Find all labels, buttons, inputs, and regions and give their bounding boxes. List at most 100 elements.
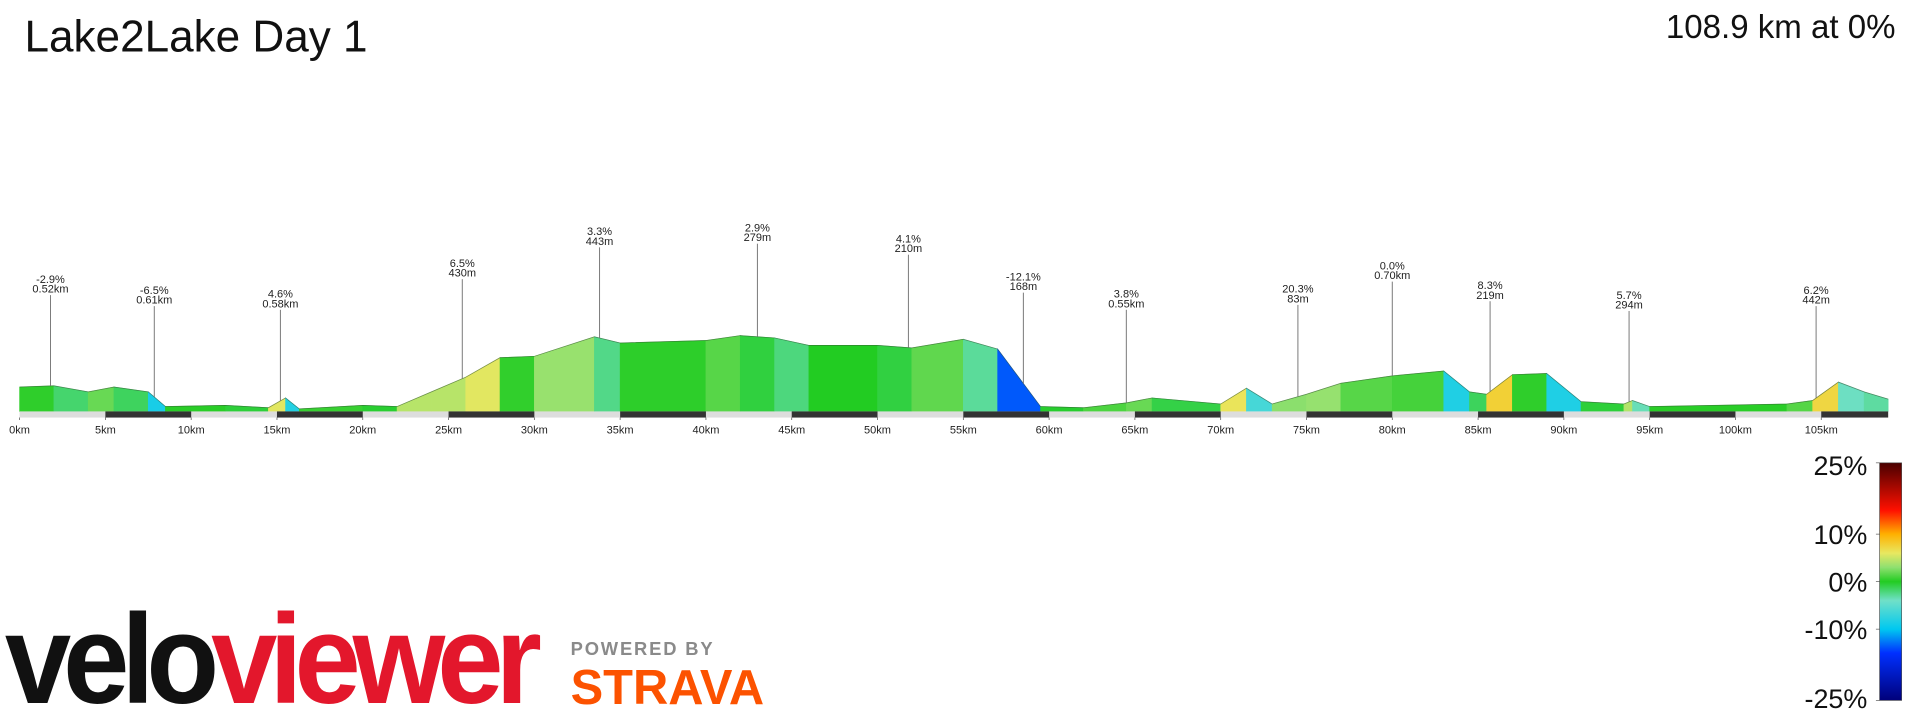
profile-segment xyxy=(465,357,501,412)
profile-segment xyxy=(1306,382,1342,412)
profile-segment xyxy=(705,335,741,412)
annotation-label: 210m xyxy=(895,243,923,255)
profile-segment xyxy=(963,338,998,412)
distance-band-block xyxy=(448,411,535,418)
distance-band-block xyxy=(1306,411,1393,418)
profile-segment xyxy=(1391,370,1445,412)
profile-segment xyxy=(1246,387,1273,412)
profile-segment xyxy=(1220,387,1247,412)
profile-segment xyxy=(808,345,878,412)
profile-segment xyxy=(53,385,89,412)
profile-segment xyxy=(1512,373,1548,412)
distance-band-block xyxy=(1478,411,1564,418)
title: Lake2Lake Day 1 xyxy=(24,12,367,61)
profile-segment xyxy=(594,336,621,412)
profile-segment xyxy=(1443,370,1470,412)
profile-segment xyxy=(87,386,115,412)
x-tick-label: 20km xyxy=(349,424,376,436)
profile-segment xyxy=(431,376,467,412)
x-tick-label: 5km xyxy=(95,424,116,436)
annotation-label: 0.0% xyxy=(1380,260,1405,272)
brand-logo: veloviewer xyxy=(5,588,541,720)
profile-segment xyxy=(1863,391,1889,412)
annotation-label: -12.1% xyxy=(1006,271,1041,283)
annotation-label: 294m xyxy=(1615,300,1643,312)
colorbar-label: -25% xyxy=(1804,684,1867,714)
profile-segment xyxy=(19,385,55,412)
profile-segment xyxy=(1469,391,1487,412)
profile-segment xyxy=(911,338,964,412)
x-tick-label: 15km xyxy=(264,424,291,436)
distance-band xyxy=(19,411,1889,418)
x-tick-label: 40km xyxy=(692,424,719,436)
distance-band-block xyxy=(1821,411,1889,418)
annotation-label: 6.2% xyxy=(1804,285,1829,297)
annotation-label: 2.9% xyxy=(745,222,770,234)
profile-outline xyxy=(19,335,1889,410)
annotation-label: 3.8% xyxy=(1114,289,1139,301)
annotation-label: 5.7% xyxy=(1617,290,1642,302)
x-tick-label: 65km xyxy=(1121,424,1148,436)
summary: 108.9 km at 0% xyxy=(1666,9,1896,46)
annotation-label: 4.1% xyxy=(896,233,921,245)
annotation-label: -6.5% xyxy=(140,285,169,297)
annotation-label: 443m xyxy=(586,236,614,248)
x-tick-label: 70km xyxy=(1207,424,1234,436)
annotation-label: 0.52km xyxy=(32,284,68,296)
profile-segment xyxy=(739,335,775,412)
x-tick-label: 50km xyxy=(864,424,891,436)
distance-band-block xyxy=(276,411,363,418)
profile-segment xyxy=(877,345,913,412)
profile-segment xyxy=(1838,381,1865,412)
x-tick-label: 80km xyxy=(1379,424,1406,436)
annotation-label: 430m xyxy=(449,268,477,280)
x-tick-label: 85km xyxy=(1465,424,1492,436)
x-tick-label: 10km xyxy=(178,424,205,436)
annotation-label: 168m xyxy=(1010,281,1038,293)
strava-logo: STRAVA xyxy=(571,661,764,715)
annotation-label: 0.55km xyxy=(1108,298,1144,310)
distance-band-block xyxy=(620,411,706,418)
x-tick-label: 95km xyxy=(1636,424,1663,436)
profile-segment xyxy=(1546,372,1582,412)
x-tick-label: 0km xyxy=(9,424,30,436)
profile-segment xyxy=(1151,397,1221,412)
annotation-label: 6.5% xyxy=(450,258,475,270)
annotation-label: 219m xyxy=(1476,290,1504,302)
powered-by: POWERED BY xyxy=(571,638,715,659)
colorbar xyxy=(1879,462,1902,701)
profile-segment xyxy=(268,397,286,412)
x-tick-label: 35km xyxy=(607,424,634,436)
brand-velo: velo xyxy=(5,588,215,720)
distance-band-block xyxy=(1649,411,1736,418)
x-tick-label: 55km xyxy=(950,424,977,436)
x-tick-label: 100km xyxy=(1719,424,1752,436)
annotation-label: 0.61km xyxy=(136,295,172,307)
annotation-label: 8.3% xyxy=(1478,280,1503,292)
distance-band-block xyxy=(791,411,878,418)
profile-segment xyxy=(1126,397,1153,412)
x-tick-label: 25km xyxy=(435,424,462,436)
profile-segment xyxy=(147,391,166,412)
annotation-label: 0.58km xyxy=(262,298,298,310)
profile-segment xyxy=(396,391,432,412)
annotation-label: 442m xyxy=(1802,295,1830,307)
annotation-label: 0.70km xyxy=(1374,270,1410,282)
profile-segment xyxy=(997,348,1041,412)
annotation-label: 279m xyxy=(744,232,772,244)
colorbar-label: -10% xyxy=(1804,615,1867,645)
distance-band-block xyxy=(963,411,1050,418)
annotation-label: 4.6% xyxy=(268,289,293,301)
brand-viewer: viewer xyxy=(211,588,540,720)
profile-segment xyxy=(113,386,149,412)
x-tick-label: 30km xyxy=(521,424,548,436)
annotation-label: -2.9% xyxy=(36,274,65,286)
x-tick-label: 75km xyxy=(1293,424,1320,436)
x-tick-label: 90km xyxy=(1550,424,1577,436)
profile-segment xyxy=(774,337,810,412)
colorbar-label: 25% xyxy=(1813,451,1867,481)
profile-segment xyxy=(499,355,535,412)
annotation-label: 20.3% xyxy=(1282,284,1313,296)
distance-band-block xyxy=(105,411,192,418)
